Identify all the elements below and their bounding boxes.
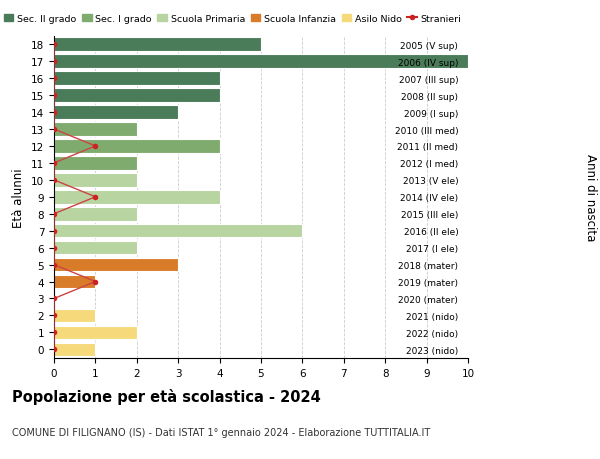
Bar: [54, 224, 302, 238]
Bar: [54, 326, 137, 339]
Bar: [54, 39, 261, 52]
Bar: [54, 174, 137, 187]
Bar: [54, 72, 220, 86]
Bar: [54, 123, 137, 136]
Bar: [54, 106, 178, 120]
Bar: [54, 190, 220, 204]
Text: Popolazione per età scolastica - 2024: Popolazione per età scolastica - 2024: [12, 388, 321, 404]
Legend: Sec. II grado, Sec. I grado, Scuola Primaria, Scuola Infanzia, Asilo Nido, Stran: Sec. II grado, Sec. I grado, Scuola Prim…: [2, 13, 463, 26]
Bar: [54, 241, 137, 255]
Bar: [54, 207, 137, 221]
Bar: [54, 275, 95, 289]
Bar: [54, 56, 468, 69]
Text: COMUNE DI FILIGNANO (IS) - Dati ISTAT 1° gennaio 2024 - Elaborazione TUTTITALIA.: COMUNE DI FILIGNANO (IS) - Dati ISTAT 1°…: [12, 427, 430, 437]
Bar: [54, 140, 220, 153]
Bar: [54, 309, 95, 323]
Text: Anni di nascita: Anni di nascita: [584, 154, 597, 241]
Bar: [54, 343, 95, 356]
Y-axis label: Età alunni: Età alunni: [13, 168, 25, 227]
Bar: [54, 89, 220, 103]
Bar: [54, 258, 178, 272]
Bar: [54, 157, 137, 170]
